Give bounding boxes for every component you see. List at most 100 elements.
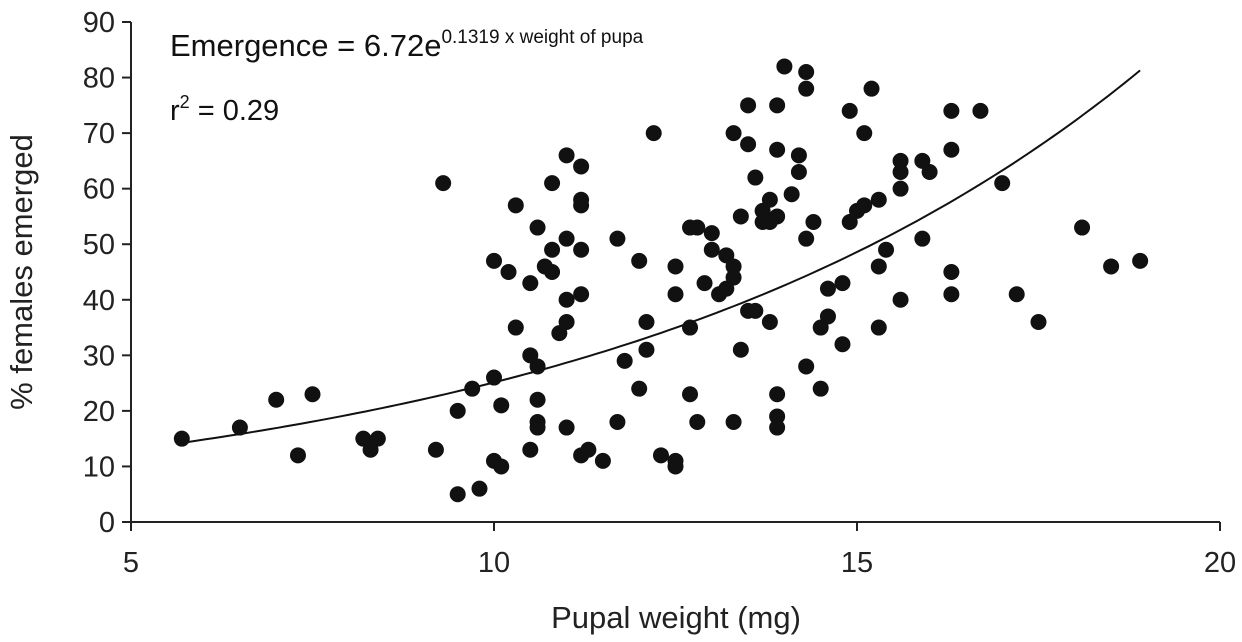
data-point xyxy=(689,219,706,236)
data-point xyxy=(544,264,561,280)
data-point xyxy=(740,136,757,153)
data-point xyxy=(870,191,887,208)
r2-annotation: r2 = 0.29 xyxy=(170,92,279,127)
y-tick-label: 30 xyxy=(83,340,115,372)
data-point xyxy=(769,419,786,436)
data-point xyxy=(790,147,807,164)
data-point xyxy=(856,197,873,214)
data-point xyxy=(921,164,938,180)
data-point xyxy=(943,102,960,119)
data-point xyxy=(769,97,786,114)
fit-curve xyxy=(181,69,1141,444)
r2-value: = 0.29 xyxy=(190,95,280,127)
data-point xyxy=(892,180,909,197)
data-point xyxy=(573,241,590,258)
data-point xyxy=(812,380,829,397)
data-point xyxy=(493,397,510,414)
data-point xyxy=(790,164,807,180)
data-point xyxy=(943,141,960,158)
data-point xyxy=(529,358,546,375)
data-point xyxy=(761,191,778,208)
data-point xyxy=(870,319,887,336)
data-point xyxy=(631,380,648,397)
data-point xyxy=(427,441,444,458)
data-point xyxy=(652,447,669,464)
y-tick-label: 40 xyxy=(83,285,115,317)
data-point xyxy=(689,414,706,430)
data-point xyxy=(449,402,466,419)
data-point xyxy=(914,230,931,247)
data-point xyxy=(1074,219,1091,236)
y-tick-label: 10 xyxy=(83,451,115,483)
data-point xyxy=(747,169,764,186)
data-point xyxy=(507,197,524,214)
data-point xyxy=(573,197,590,214)
data-point xyxy=(464,380,481,397)
data-point xyxy=(943,286,960,303)
data-point xyxy=(863,80,880,97)
data-point xyxy=(471,480,488,497)
data-point xyxy=(616,352,633,369)
equation-exponent: 0.1319 x weight of pupa xyxy=(441,27,643,48)
data-point xyxy=(369,430,386,447)
data-point xyxy=(667,286,684,303)
data-point xyxy=(732,208,749,225)
data-point xyxy=(645,125,662,142)
data-point xyxy=(289,447,306,464)
data-point xyxy=(231,419,248,436)
data-point xyxy=(805,214,822,230)
ticks: 5 10 15 20 0 10 20 30 40 50 60 70 80 90 xyxy=(83,7,1236,579)
data-point xyxy=(892,152,909,169)
data-point xyxy=(798,64,815,80)
data-point xyxy=(667,258,684,275)
data-point xyxy=(558,230,575,247)
x-tick-label: 10 xyxy=(478,547,510,579)
data-point xyxy=(1008,286,1025,303)
r2-superscript: 2 xyxy=(180,92,190,112)
data-point xyxy=(834,275,851,292)
data-point xyxy=(769,208,786,225)
data-point xyxy=(1132,252,1149,269)
data-point xyxy=(696,275,713,292)
data-point xyxy=(725,269,742,286)
data-point xyxy=(725,414,742,430)
data-point xyxy=(522,275,539,292)
axes xyxy=(130,22,1220,523)
y-tick-label: 0 xyxy=(99,507,115,539)
y-tick-label: 90 xyxy=(83,7,115,39)
data-point xyxy=(1030,314,1047,330)
x-tick-label: 20 xyxy=(1204,547,1236,579)
data-point xyxy=(268,391,285,408)
data-point xyxy=(776,58,793,75)
data-point xyxy=(638,314,655,330)
data-point xyxy=(732,341,749,358)
data-points xyxy=(173,58,1149,503)
data-point xyxy=(500,264,517,280)
data-point xyxy=(667,458,684,475)
data-point xyxy=(435,175,452,192)
data-point xyxy=(798,358,815,375)
data-point xyxy=(529,419,546,436)
data-point xyxy=(834,336,851,353)
x-axis-title: Pupal weight (mg) xyxy=(551,600,801,635)
data-point xyxy=(594,452,611,469)
data-point xyxy=(507,319,524,336)
data-point xyxy=(761,314,778,330)
data-point xyxy=(638,341,655,358)
y-tick-label: 60 xyxy=(83,174,115,206)
data-point xyxy=(573,286,590,303)
y-tick-label: 70 xyxy=(83,118,115,150)
data-point xyxy=(769,408,786,425)
data-point xyxy=(544,175,561,192)
data-point xyxy=(631,252,648,269)
data-point xyxy=(544,241,561,258)
y-tick-label: 50 xyxy=(83,229,115,261)
data-point xyxy=(558,147,575,164)
data-point xyxy=(558,314,575,330)
data-point xyxy=(493,458,510,475)
data-point xyxy=(573,158,590,175)
data-point xyxy=(892,291,909,308)
data-point xyxy=(769,386,786,403)
data-point xyxy=(747,302,764,319)
